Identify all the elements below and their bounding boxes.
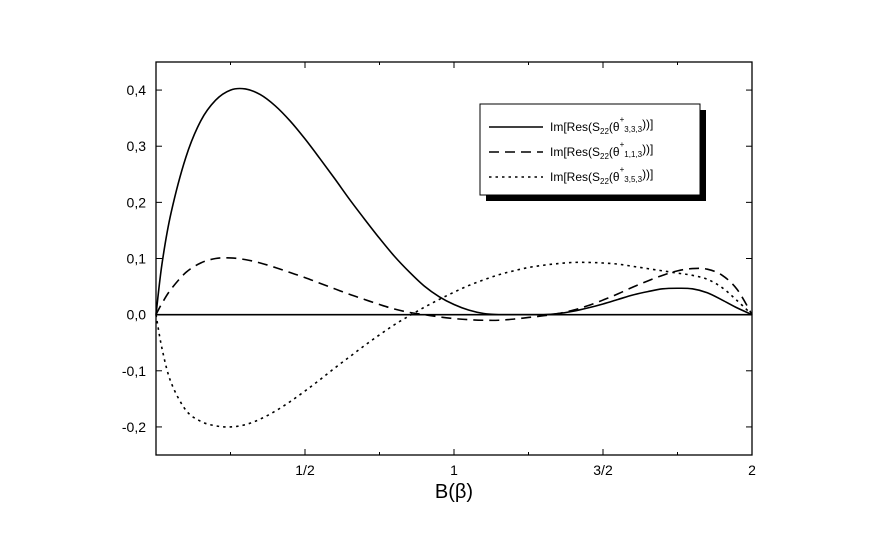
x-axis-title: B(β) (435, 481, 473, 503)
legend-text-part: (θ (609, 170, 620, 184)
legend-text-part: + (620, 115, 625, 124)
y-tick-label: 0,2 (127, 194, 147, 210)
legend-text-part: + (620, 165, 625, 174)
series-line-1 (155, 87, 753, 316)
legend-entries: Im[Res(S22(θ+3,3,3))]Im[Res(S22(θ+1,1,3)… (489, 115, 653, 186)
legend-text-part: 22 (600, 177, 609, 186)
legend-label-2: Im[Res(S22(θ+1,1,3))] (550, 140, 653, 161)
series-lines (155, 87, 753, 428)
legend-text-part: 1,1,3 (624, 150, 642, 159)
legend-text-part: Im[Res(S (550, 120, 600, 134)
x-tick-label: 3/2 (593, 462, 613, 478)
y-tick-label: -0,1 (122, 363, 146, 379)
legend-text-part: Im[Res(S (550, 170, 600, 184)
x-tick-label: 1/2 (295, 462, 315, 478)
x-tick-label: 1 (450, 462, 458, 478)
legend-text-part: 22 (600, 127, 609, 136)
legend-text-part: (θ (609, 120, 620, 134)
axis-tick-labels: 0,4 0,3 0,2 0,1 0,0 -0,1 -0,2 1/2 1 3/2 2 (122, 82, 756, 478)
legend-text-part: Im[Res(S (550, 145, 600, 159)
series-line-2 (155, 257, 753, 322)
legend-text-part: (θ (609, 145, 620, 159)
legend-text-part: + (620, 140, 625, 149)
legend-label-1: Im[Res(S22(θ+3,3,3))] (550, 115, 653, 136)
legend-text-part: 22 (600, 152, 609, 161)
legend-box (479, 103, 701, 196)
series-line-3 (155, 261, 753, 428)
y-tick-label: 0,4 (127, 82, 147, 98)
legend: Im[Res(S22(θ+3,3,3))]Im[Res(S22(θ+1,1,3)… (479, 103, 706, 201)
legend-text-part: 3,3,3 (624, 125, 642, 134)
legend-text-part: ))] (642, 117, 653, 131)
y-tick-label: 0,3 (127, 138, 147, 154)
y-tick-label: 0,0 (127, 307, 147, 323)
legend-text-part: ))] (642, 167, 653, 181)
legend-label-3: Im[Res(S22(θ+3,5,3))] (550, 165, 653, 186)
legend-text-part: 3,5,3 (624, 175, 642, 184)
y-tick-label: 0,1 (127, 251, 147, 267)
legend-text-part: ))] (642, 142, 653, 156)
y-tick-label: -0,2 (122, 419, 146, 435)
x-tick-label: 2 (748, 462, 756, 478)
